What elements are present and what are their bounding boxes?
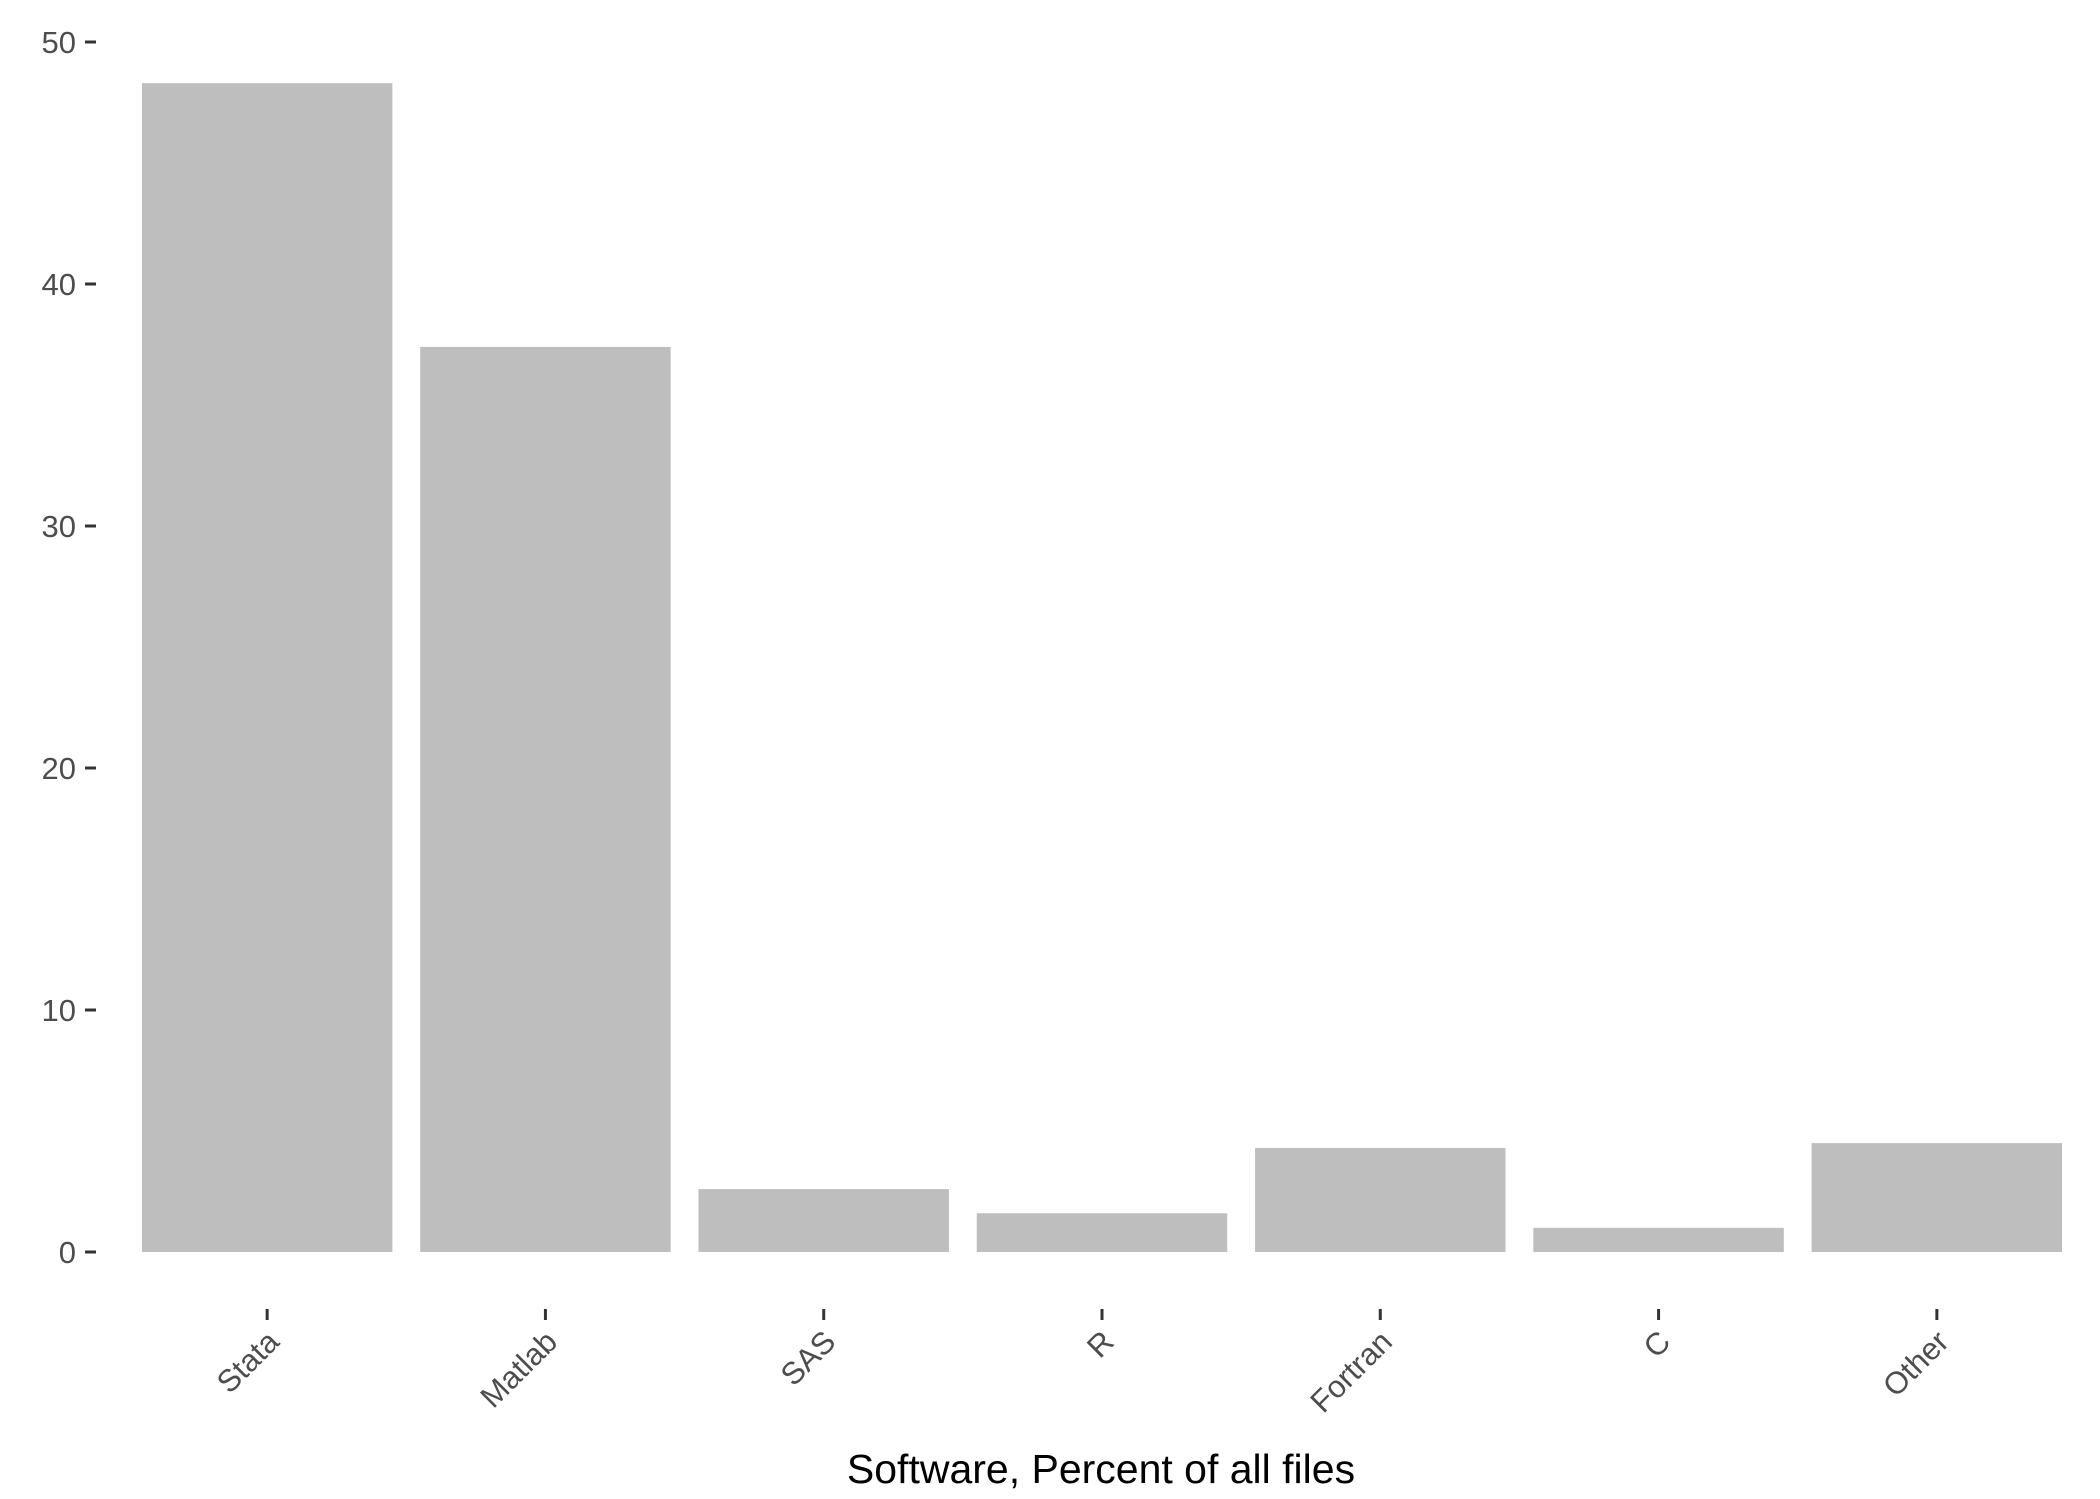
bar-c	[1533, 1227, 1784, 1252]
y-tick-label: 50	[42, 25, 76, 60]
bars	[141, 83, 2063, 1252]
x-axis: Stata Matlab SAS R Fortran C Other	[210, 1309, 1956, 1419]
bar-r	[976, 1213, 1228, 1252]
y-tick-label: 40	[42, 267, 76, 302]
bar-matlab	[420, 346, 671, 1252]
x-tick-label: Stata	[210, 1323, 286, 1399]
y-axis: 0 10 20 30 40 50	[42, 25, 96, 1270]
x-tick-label: C	[1637, 1324, 1678, 1365]
x-tick-label: Matlab	[474, 1324, 565, 1415]
bar-stata	[141, 83, 393, 1252]
y-tick-label: 0	[59, 1235, 76, 1270]
x-tick-label: Other	[1876, 1324, 1956, 1404]
x-tick-label: SAS	[774, 1324, 843, 1393]
y-tick-label: 10	[42, 993, 76, 1028]
bar-sas	[698, 1189, 949, 1252]
x-axis-title: Software, Percent of all files	[847, 1446, 1355, 1492]
y-tick-label: 30	[42, 509, 76, 544]
y-tick-label: 20	[42, 751, 76, 786]
x-tick-label: Fortran	[1304, 1324, 1399, 1419]
x-tick-label: R	[1080, 1324, 1121, 1365]
bar-fortran	[1255, 1147, 1506, 1252]
bar-other	[1811, 1143, 2063, 1252]
